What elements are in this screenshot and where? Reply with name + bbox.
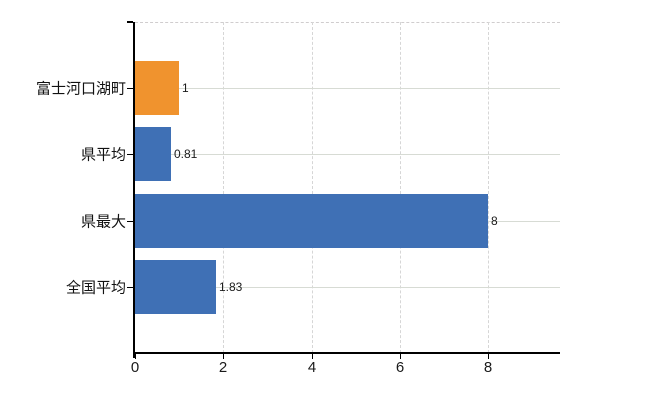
bar-value-label: 8 — [491, 214, 498, 228]
y-axis-tick — [127, 154, 133, 155]
x-axis-tick — [488, 354, 489, 359]
x-axis-tick — [312, 354, 313, 359]
bar-value — [135, 194, 488, 248]
x-tick-label: 8 — [483, 359, 493, 376]
category-label: 富士河口湖町 — [35, 80, 126, 98]
vertical-gridline — [400, 22, 401, 353]
x-tick-label: 2 — [218, 359, 228, 376]
row-gridline — [135, 287, 560, 288]
x-axis-tick — [400, 354, 401, 359]
vertical-gridline — [488, 22, 489, 353]
category-label: 県最大 — [80, 213, 126, 231]
x-tick-label: 0 — [130, 359, 140, 376]
bar-value — [135, 127, 171, 181]
row-gridline — [135, 88, 560, 89]
row-gridline — [135, 154, 560, 155]
bar-value-label: 1 — [182, 81, 189, 95]
x-axis-line — [133, 352, 560, 354]
x-axis-tick — [135, 354, 136, 359]
bar-highlight — [135, 61, 179, 115]
y-axis-tick — [127, 287, 133, 288]
y-axis-top-tick — [127, 21, 133, 23]
plot-top-border — [135, 22, 560, 23]
y-axis-line — [133, 22, 135, 358]
bar-value — [135, 260, 216, 314]
vertical-gridline — [312, 22, 313, 353]
category-label: 県平均 — [80, 146, 126, 164]
bar-value-label: 1.83 — [219, 280, 243, 294]
vertical-gridline — [223, 22, 224, 353]
y-axis-tick — [127, 88, 133, 89]
x-tick-label: 4 — [307, 359, 317, 376]
y-axis-tick — [127, 221, 133, 222]
x-axis-tick — [223, 354, 224, 359]
bar-value-label: 0.81 — [174, 147, 198, 161]
category-label: 全国平均 — [65, 279, 126, 297]
x-tick-label: 6 — [395, 359, 405, 376]
